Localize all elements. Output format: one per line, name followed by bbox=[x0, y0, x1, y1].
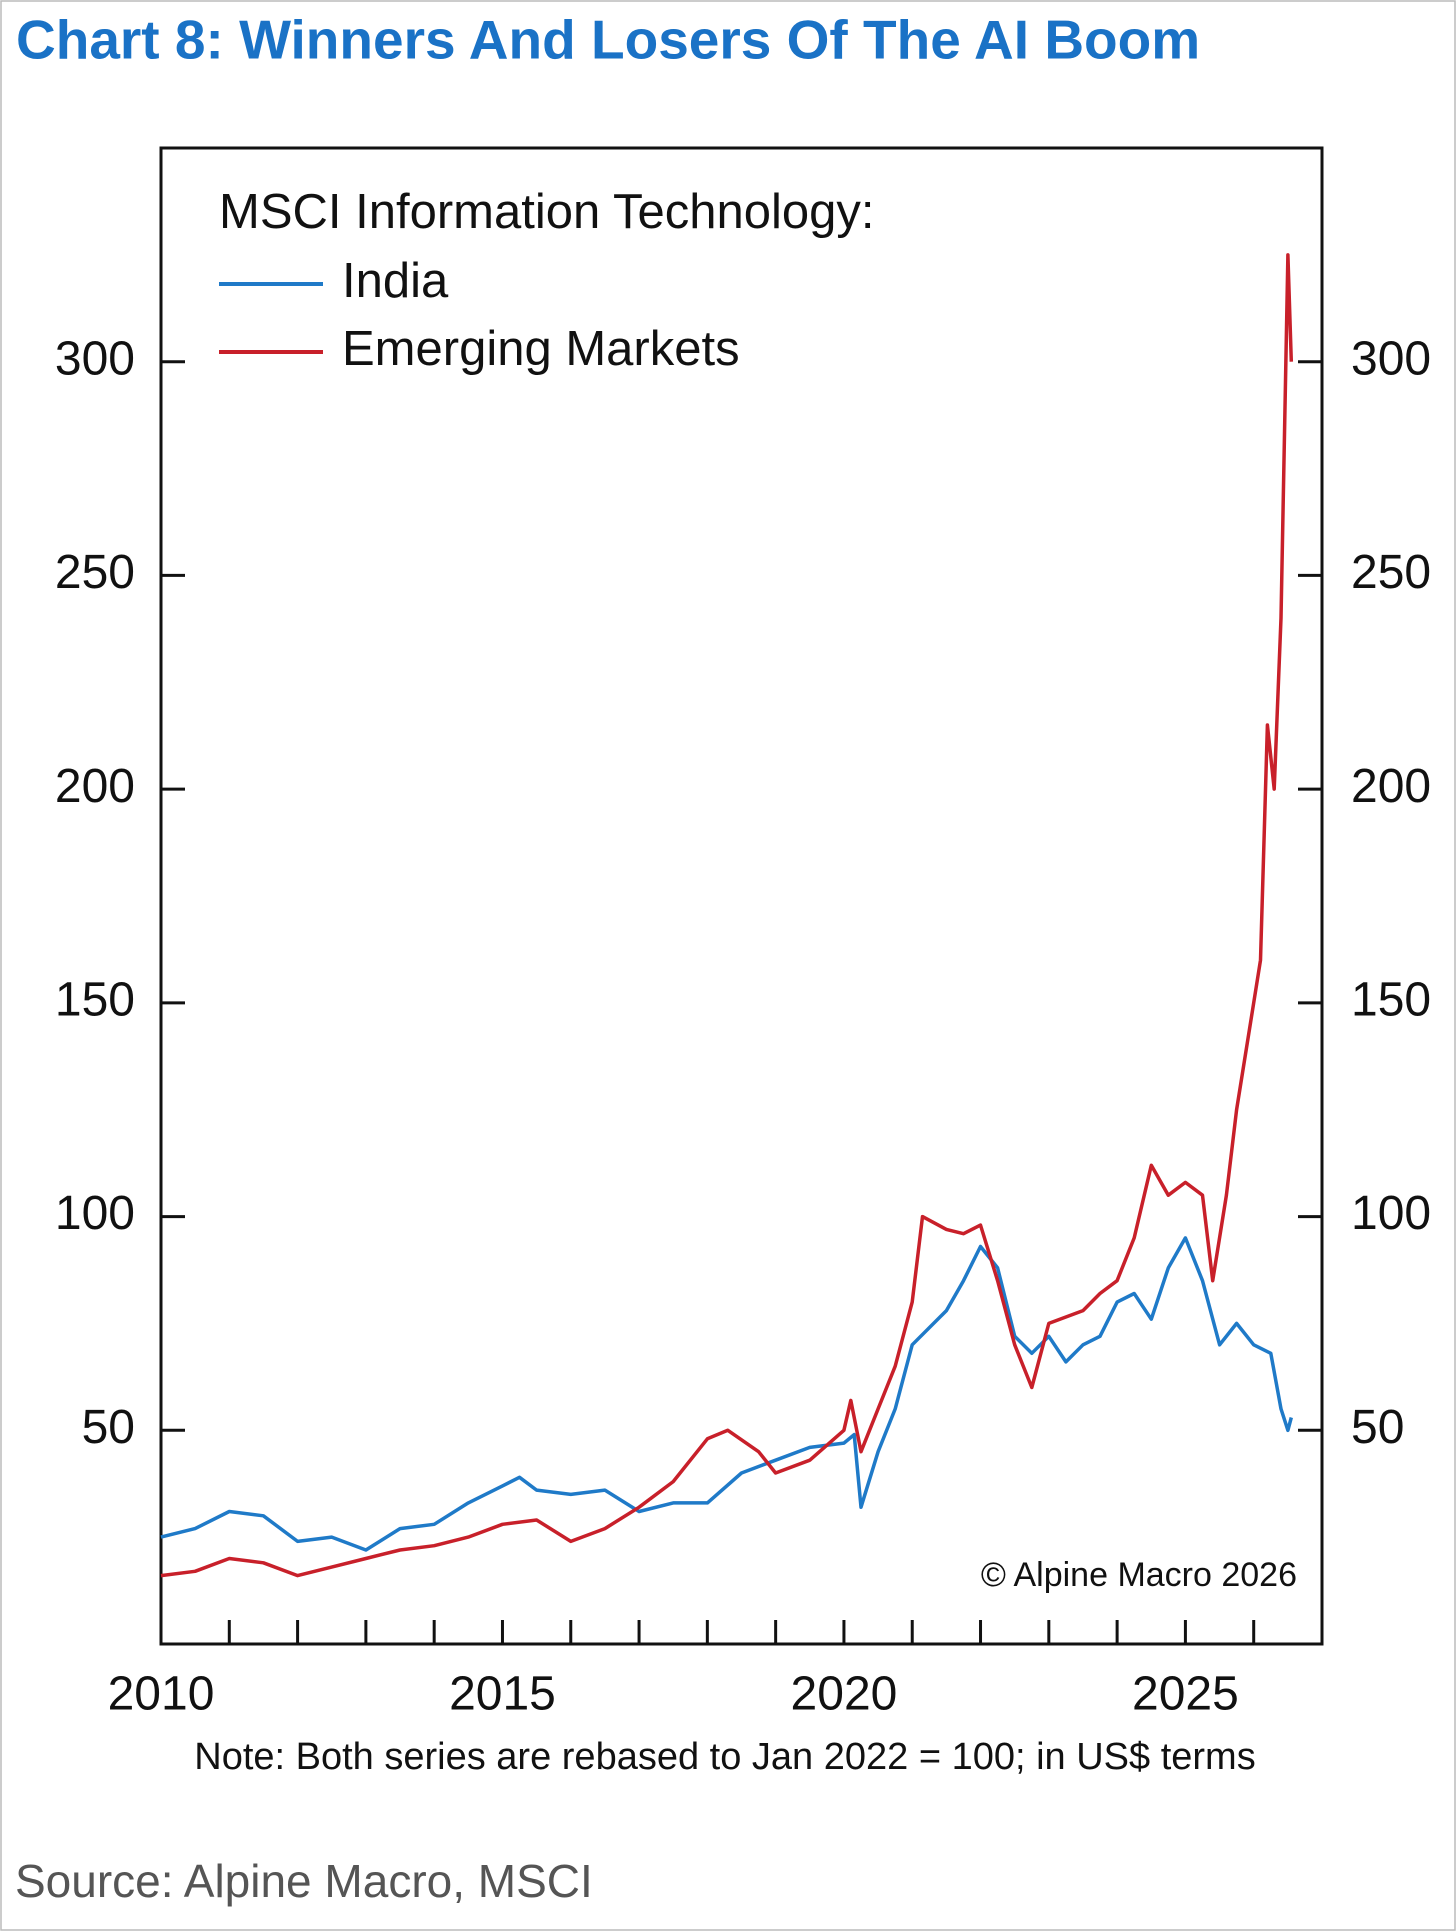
y2-tick-label: 50 bbox=[1351, 1401, 1404, 1454]
series-line bbox=[160, 1236, 1293, 1552]
x-tick-label: 2020 bbox=[791, 1668, 898, 1721]
y2-tick-label: 250 bbox=[1351, 546, 1431, 599]
y2-tick-label: 300 bbox=[1351, 332, 1431, 385]
x-tick-label: 2010 bbox=[108, 1668, 215, 1721]
y2-tick-label: 200 bbox=[1351, 760, 1431, 813]
x-tick-label: 2025 bbox=[1132, 1668, 1239, 1721]
plot-frame bbox=[159, 146, 1324, 1646]
y-tick-label: 150 bbox=[55, 974, 135, 1027]
y2-tick-label: 150 bbox=[1351, 974, 1431, 1027]
series-line bbox=[160, 253, 1294, 1578]
chart-title: Chart 8: Winners And Losers Of The AI Bo… bbox=[16, 9, 1200, 71]
y2-tick-label: 100 bbox=[1351, 1187, 1431, 1240]
source: Source: Alpine Macro, MSCI bbox=[15, 1855, 593, 1907]
y-tick-label: 50 bbox=[82, 1401, 135, 1454]
y-tick-label: 300 bbox=[55, 332, 135, 385]
legend-title: MSCI Information Technology: bbox=[219, 185, 874, 239]
legend-label: Emerging Markets bbox=[342, 322, 740, 376]
copyright: © Alpine Macro 2026 bbox=[981, 1556, 1297, 1594]
y-tick-label: 250 bbox=[55, 546, 135, 599]
legend-label: India bbox=[342, 254, 449, 308]
x-tick-label: 2015 bbox=[449, 1668, 556, 1721]
y-tick-label: 200 bbox=[55, 760, 135, 813]
note: Note: Both series are rebased to Jan 202… bbox=[194, 1736, 1255, 1778]
y-tick-label: 100 bbox=[55, 1187, 135, 1240]
